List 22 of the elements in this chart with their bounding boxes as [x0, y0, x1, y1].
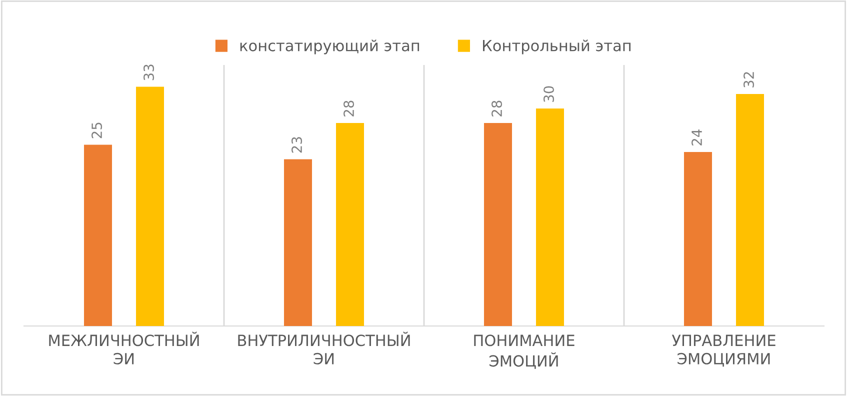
data-label: 33 — [144, 64, 154, 80]
x-tick-label: ПОНИМАНИЕ ЭМОЦИЙ — [474, 334, 574, 369]
bar — [484, 123, 512, 326]
bar — [336, 123, 364, 326]
bar — [736, 94, 764, 326]
bar — [136, 86, 164, 326]
data-label: 25 — [92, 122, 102, 138]
legend-label: констатирующий этап — [240, 40, 420, 54]
data-label: 24 — [692, 130, 702, 146]
data-label: 30 — [544, 86, 554, 102]
legend-label: Контрольный этап — [483, 40, 631, 54]
x-tick-label: УПРАВЛЕНИЕ ЭМОЦИЯМИ — [672, 334, 776, 367]
data-label: 23 — [292, 137, 302, 153]
data-label: 28 — [492, 100, 502, 116]
data-label: 28 — [344, 100, 354, 116]
data-label: 32 — [744, 72, 754, 88]
bar — [284, 159, 312, 326]
x-tick-label: ВНУТРИЛИЧНОСТНЫЙ ЭИ — [238, 332, 410, 364]
x-tick-label: МЕЖЛИЧНОСТНЫЙ ЭИ — [49, 332, 199, 364]
bar — [84, 144, 112, 326]
bar — [684, 152, 712, 326]
bar — [536, 108, 564, 326]
